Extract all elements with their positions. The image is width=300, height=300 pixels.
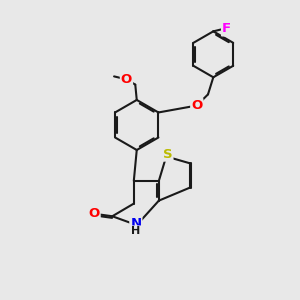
Text: H: H [131, 226, 140, 236]
Text: F: F [222, 22, 231, 35]
Text: O: O [191, 99, 202, 112]
Text: N: N [130, 217, 141, 230]
Text: S: S [163, 148, 172, 160]
Text: O: O [88, 207, 100, 220]
Text: O: O [121, 73, 132, 86]
